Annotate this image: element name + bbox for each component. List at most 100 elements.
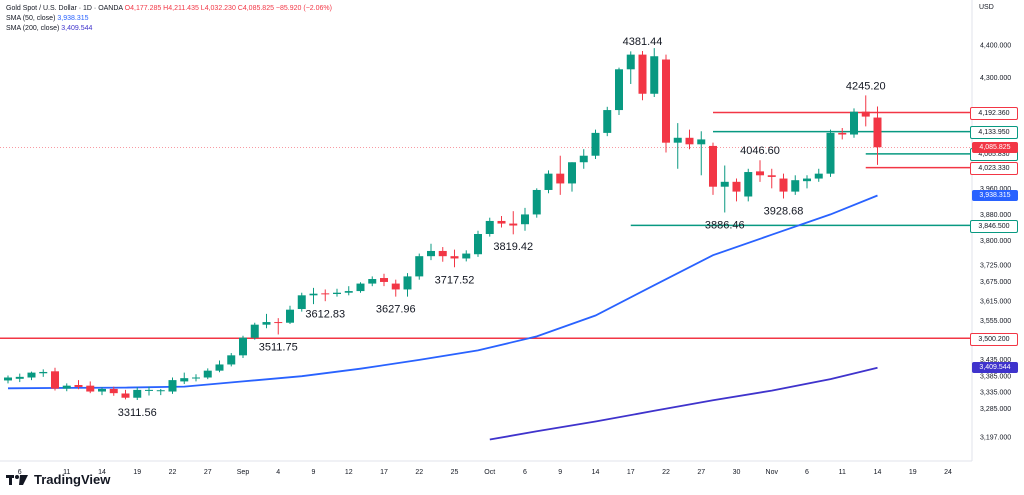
candle-body[interactable]	[497, 220, 506, 224]
x-tick-label: 17	[627, 469, 635, 476]
sma200-value: 3,409.544	[61, 25, 93, 32]
candle-body[interactable]	[603, 110, 612, 133]
y-tick-label: 3,435.000	[980, 357, 1011, 364]
legend-sma200-row[interactable]: SMA (200, close) 3,409.544	[6, 24, 332, 34]
legend-sma50-row[interactable]: SMA (50, close) 3,938.315	[6, 14, 332, 24]
x-tick-label: 30	[733, 469, 741, 476]
candle-body[interactable]	[309, 293, 318, 296]
candle-body[interactable]	[556, 173, 565, 184]
candle-body[interactable]	[709, 145, 717, 187]
candle-body[interactable]	[826, 132, 835, 174]
candle-body[interactable]	[297, 295, 306, 310]
candle-body[interactable]	[321, 293, 330, 295]
candle-body[interactable]	[662, 59, 670, 143]
candle-body[interactable]	[673, 137, 682, 143]
y-tick-label: 3,197.000	[980, 435, 1011, 442]
candle-body[interactable]	[262, 322, 271, 325]
candle-body[interactable]	[344, 291, 353, 293]
price-annotation: 3612.83	[305, 309, 345, 321]
candle-body[interactable]	[814, 173, 823, 179]
tradingview-brand[interactable]: TradingView	[6, 472, 110, 487]
candle-body[interactable]	[27, 372, 36, 378]
candle-body[interactable]	[403, 276, 412, 290]
x-tick-label: 11	[839, 469, 846, 476]
sma200-line[interactable]	[489, 366, 878, 441]
candle-body[interactable]	[544, 173, 553, 190]
level-price-tag: 3,500.200	[970, 332, 1018, 346]
candle-body[interactable]	[803, 178, 811, 182]
candle-body[interactable]	[638, 54, 647, 94]
candle-body[interactable]	[368, 279, 377, 284]
candle-body[interactable]	[462, 253, 471, 259]
candle-body[interactable]	[74, 385, 83, 387]
candle-body[interactable]	[427, 250, 435, 257]
x-tick-label: 25	[451, 469, 459, 476]
candle-body[interactable]	[779, 178, 788, 192]
candle-body[interactable]	[509, 223, 518, 226]
candle-body[interactable]	[180, 378, 189, 382]
candle-body[interactable]	[98, 388, 106, 392]
candle-body[interactable]	[591, 132, 600, 156]
candle-body[interactable]	[274, 322, 283, 324]
candle-body[interactable]	[391, 283, 400, 290]
candle-body[interactable]	[626, 54, 635, 70]
candle-body[interactable]	[697, 139, 706, 145]
candle-body[interactable]	[767, 175, 776, 177]
candle-body[interactable]	[685, 137, 694, 145]
candle-body[interactable]	[121, 393, 130, 398]
candle-body[interactable]	[215, 364, 224, 371]
candle-body[interactable]	[756, 171, 764, 176]
candle-body[interactable]	[145, 389, 153, 391]
y-tick-label: 3,615.000	[980, 298, 1011, 305]
candle-body[interactable]	[838, 132, 847, 135]
candle-body[interactable]	[485, 220, 494, 234]
candle-body[interactable]	[850, 111, 858, 135]
candle-body[interactable]	[474, 234, 482, 255]
candle-body[interactable]	[568, 162, 576, 184]
candle-body[interactable]	[156, 390, 165, 392]
legend-symbol-row[interactable]: Gold Spot / U.S. Dollar · 1D · OANDA O4,…	[6, 4, 332, 14]
y-tick-label: 4,300.000	[980, 75, 1011, 82]
x-tick-label: Oct	[484, 469, 495, 476]
price-annotation: 3819.42	[493, 241, 533, 253]
candle-body[interactable]	[333, 292, 341, 295]
candle-body[interactable]	[239, 337, 247, 356]
candle-body[interactable]	[356, 283, 365, 292]
candle-body[interactable]	[51, 371, 59, 389]
candle-body[interactable]	[415, 256, 424, 277]
candle-body[interactable]	[86, 385, 95, 392]
candle-body[interactable]	[62, 385, 71, 389]
y-tick-label: 3,880.000	[980, 212, 1011, 219]
candle-body[interactable]	[450, 256, 459, 259]
candle-body[interactable]	[203, 370, 212, 378]
candle-body[interactable]	[168, 380, 177, 392]
candle-body[interactable]	[532, 189, 541, 215]
candle-body[interactable]	[133, 389, 142, 398]
candle-body[interactable]	[4, 377, 12, 381]
currency-label[interactable]: USD	[979, 4, 994, 11]
price-annotation: 4046.60	[740, 145, 780, 157]
sma50-line[interactable]	[7, 194, 878, 390]
candle-body[interactable]	[579, 155, 588, 163]
candle-body[interactable]	[861, 111, 870, 117]
candle-body[interactable]	[615, 69, 623, 111]
candle-body[interactable]	[521, 214, 529, 225]
candle-body[interactable]	[286, 309, 294, 323]
candle-body[interactable]	[438, 250, 447, 257]
price-annotation: 3311.56	[118, 407, 157, 419]
candle-body[interactable]	[15, 376, 24, 379]
candle-body[interactable]	[873, 117, 882, 148]
x-tick-label: 9	[312, 469, 316, 476]
candle-body[interactable]	[250, 324, 259, 338]
candle-body[interactable]	[791, 180, 800, 192]
candle-body[interactable]	[39, 371, 48, 374]
candle-body[interactable]	[744, 172, 753, 197]
candle-body[interactable]	[732, 181, 741, 192]
candle-body[interactable]	[227, 355, 236, 365]
candle-body[interactable]	[650, 56, 659, 94]
candle-body[interactable]	[720, 181, 729, 187]
candle-body[interactable]	[109, 388, 118, 394]
candle-body[interactable]	[380, 278, 388, 282]
candle-body[interactable]	[192, 377, 200, 379]
